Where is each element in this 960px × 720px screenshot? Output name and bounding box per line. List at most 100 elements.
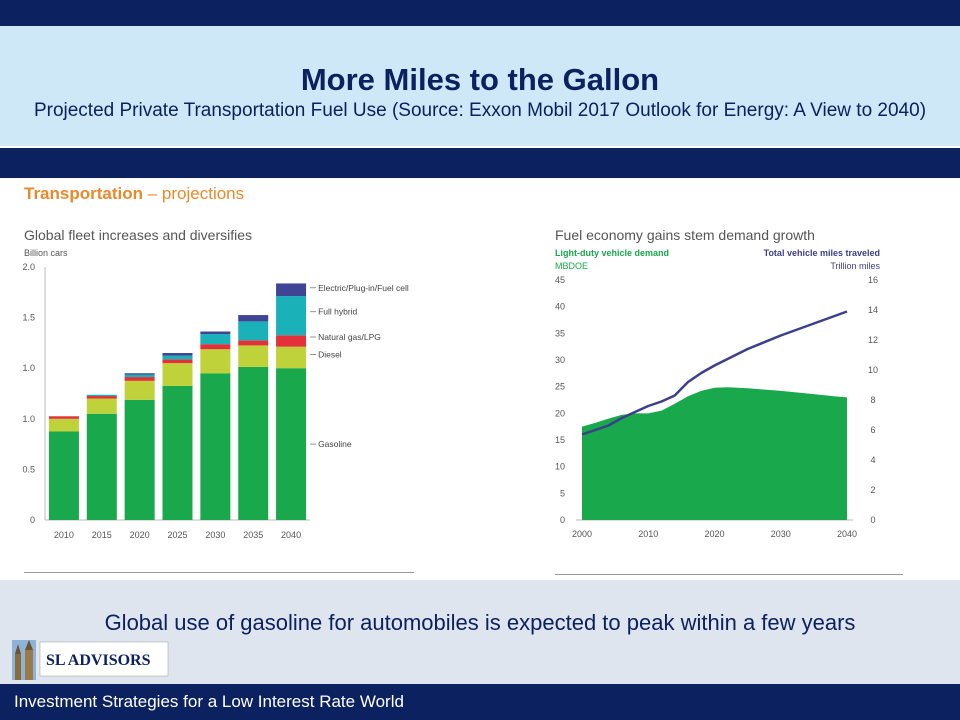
x-tick-label: 2010 (638, 529, 658, 539)
right-chart-title: Fuel economy gains stem demand growth (555, 227, 815, 243)
right-chart-rule (555, 574, 903, 575)
bar-segment (276, 346, 307, 369)
vehicle-miles-line (581, 310, 848, 436)
light-duty-demand-area (582, 387, 847, 520)
top-band (0, 0, 960, 26)
left-y-tick-label: 20 (555, 408, 565, 418)
left-y-tick-label: 25 (555, 382, 565, 392)
left-y-tick-label: 15 (555, 435, 565, 445)
sl-advisors-logo: SL ADVISORS (12, 640, 169, 680)
left-chart-rule (24, 572, 414, 573)
y-tick-label: 1.0 (22, 363, 35, 373)
bar-segment (86, 396, 117, 399)
slide-title: More Miles to the Gallon (300, 62, 660, 97)
bar-segment (200, 331, 231, 335)
left-y-tick-label: 5 (560, 488, 565, 498)
x-tick-label: 2000 (572, 529, 592, 539)
y-tick-label: 2.0 (22, 262, 35, 272)
legend-label: Full hybrid (318, 307, 357, 317)
fleet-stacked-bar-chart: 0 0.5 1.0 1.0 1.5 2.0 2010 2015 2020 2025 2030 2035… (22, 262, 409, 540)
section-heading-bold: Transportation (24, 184, 144, 203)
bar-segment (162, 355, 193, 360)
x-tick-label: 2015 (92, 530, 112, 540)
logo-tower-left (15, 654, 21, 680)
legend-label: Electric/Plug-in/Fuel cell (318, 283, 409, 293)
logo-plate (39, 641, 169, 677)
logo-text: SL ADVISORS (46, 652, 151, 669)
bar-segment (162, 363, 193, 386)
bar-segment (48, 418, 79, 432)
right-y-tick-label: 8 (870, 395, 875, 405)
bar-segment (48, 431, 79, 520)
y-tick-label: 0 (30, 515, 35, 525)
left-y-tick-label: 45 (555, 275, 565, 285)
tagline: Global use of gasoline for automobiles i… (104, 610, 856, 635)
right-y-tick-label: 16 (868, 275, 878, 285)
bar-segment (124, 377, 155, 381)
left-chart-title: Global fleet increases and diversifies (24, 227, 253, 243)
bar-segment (200, 344, 231, 350)
bar-segment (200, 373, 231, 520)
right-y-tick-label: 2 (870, 485, 875, 495)
legend-label: Gasoline (318, 439, 352, 449)
y-tick-label: 0.5 (22, 464, 35, 474)
bar-segment (124, 399, 155, 520)
right-y-tick-label: 6 (870, 425, 875, 435)
bar-segment (200, 349, 231, 374)
title-band (0, 26, 960, 146)
bar-segment (86, 398, 117, 414)
bar-segment (48, 416, 79, 419)
left-y-tick-label: 35 (555, 328, 565, 338)
left-y-tick-label: 0 (560, 515, 565, 525)
footer-band (0, 684, 960, 720)
left-y-tick-label: 30 (555, 355, 565, 365)
logo-spire-left (15, 644, 21, 654)
x-tick-label: 2040 (837, 529, 857, 539)
x-tick-label: 2030 (205, 530, 225, 540)
left-y-tick-label: 40 (555, 302, 565, 312)
left-y-tick-label: 10 (555, 462, 565, 472)
y-tick-label: 1.5 (22, 313, 35, 323)
slide-subtitle: Projected Private Transportation Fuel Us… (33, 100, 927, 121)
x-tick-label: 2025 (167, 530, 187, 540)
legend-label: Natural gas/LPG (318, 332, 381, 342)
x-tick-label: 2035 (243, 530, 263, 540)
right-y-tick-label: 4 (870, 455, 875, 465)
left-axis-series-label: Light-duty vehicle demand (555, 248, 670, 258)
bar-segment (238, 366, 269, 520)
bar-segment (162, 353, 193, 356)
section-heading-rest: – projections (143, 184, 245, 203)
right-y-tick-label: 10 (868, 365, 878, 375)
bar-segment (162, 385, 193, 520)
bar-segment (124, 380, 155, 400)
x-tick-label: 2030 (771, 529, 791, 539)
y-tick-label: 1.0 (22, 414, 35, 424)
bar-segment (276, 283, 307, 297)
legend-label: Diesel (318, 349, 342, 359)
logo-spire-right (25, 640, 33, 650)
x-tick-label: 2020 (704, 529, 724, 539)
right-y-tick-label: 0 (870, 515, 875, 525)
bar-segment (200, 334, 231, 345)
x-tick-label: 2040 (281, 530, 301, 540)
bar-segment (162, 359, 193, 364)
bar-segment (86, 394, 117, 397)
bar-segment (124, 373, 155, 375)
left-axis-unit: MBDOE (555, 261, 589, 271)
bar-segment (238, 315, 269, 322)
left-chart-ylabel: Billion cars (24, 248, 68, 258)
right-axis-series-label: Total vehicle miles traveled (763, 248, 880, 258)
bar-segment (276, 368, 307, 520)
x-tick-label: 2020 (130, 530, 150, 540)
divider-band (0, 148, 960, 178)
section-heading: Transportation – projections (24, 184, 244, 204)
fuel-economy-chart: 0 5 10 15 20 25 30 35 40 45 0 2 4 6 8 10 12 14 16 2000 2010 2… (555, 275, 878, 539)
bar-segment (124, 374, 155, 378)
right-y-tick-label: 12 (868, 335, 878, 345)
x-tick-label: 2010 (54, 530, 74, 540)
right-y-tick-label: 14 (868, 305, 878, 315)
bar-segment (276, 335, 307, 347)
bar-segment (238, 345, 269, 367)
bar-segment (238, 340, 269, 346)
bar-segment (86, 413, 117, 520)
